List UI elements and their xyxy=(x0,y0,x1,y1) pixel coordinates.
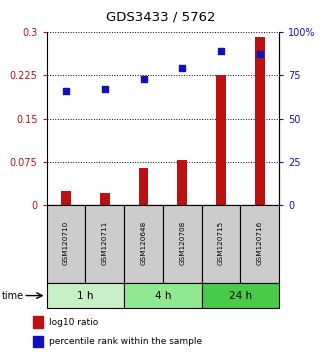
Text: GSM120710: GSM120710 xyxy=(63,221,69,265)
Point xyxy=(102,86,107,92)
Text: GSM120715: GSM120715 xyxy=(218,221,224,265)
Point xyxy=(219,48,224,54)
Point xyxy=(257,52,263,57)
Text: GSM120716: GSM120716 xyxy=(257,221,263,265)
Bar xyxy=(255,37,265,205)
Bar xyxy=(163,205,202,283)
Bar xyxy=(202,205,240,283)
Bar xyxy=(139,168,148,205)
Text: 1 h: 1 h xyxy=(77,291,94,301)
Text: log10 ratio: log10 ratio xyxy=(49,318,98,326)
Bar xyxy=(85,205,124,283)
Point xyxy=(141,76,146,81)
Text: percentile rank within the sample: percentile rank within the sample xyxy=(49,337,202,346)
Text: GSM120708: GSM120708 xyxy=(179,221,185,265)
Text: 24 h: 24 h xyxy=(229,291,252,301)
Text: GDS3433 / 5762: GDS3433 / 5762 xyxy=(106,11,215,24)
Bar xyxy=(124,205,163,283)
Bar xyxy=(124,283,202,308)
Bar xyxy=(100,193,109,205)
Point xyxy=(180,65,185,71)
Bar xyxy=(33,336,43,347)
Bar xyxy=(178,160,187,205)
Text: GSM120711: GSM120711 xyxy=(102,221,108,265)
Bar xyxy=(47,283,124,308)
Bar xyxy=(61,191,71,205)
Point xyxy=(63,88,68,94)
Bar xyxy=(47,205,85,283)
Bar xyxy=(216,75,226,205)
Text: 4 h: 4 h xyxy=(155,291,171,301)
Bar xyxy=(240,205,279,283)
Bar xyxy=(33,316,43,328)
Text: GSM120648: GSM120648 xyxy=(141,221,146,265)
Bar xyxy=(202,283,279,308)
Text: time: time xyxy=(2,291,24,301)
